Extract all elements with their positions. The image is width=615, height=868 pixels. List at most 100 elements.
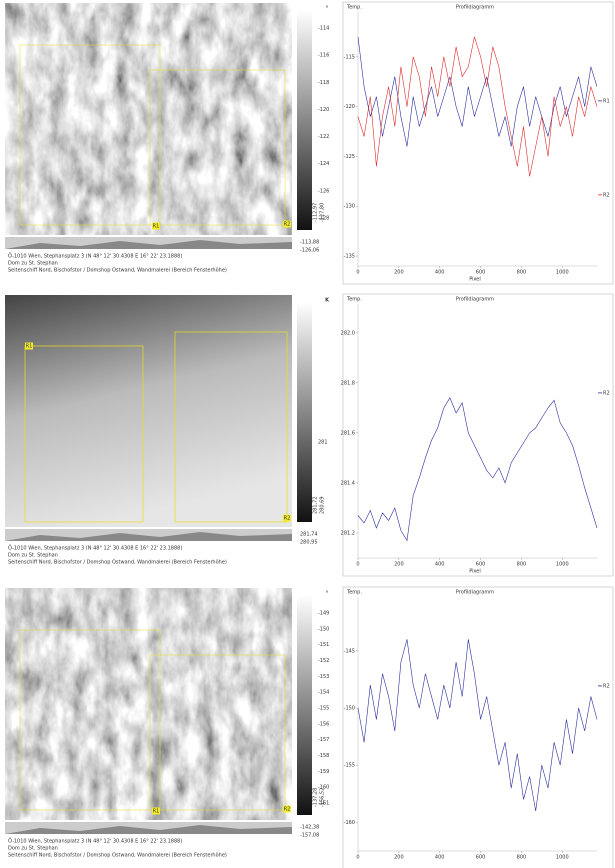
screenshot: R1R2°-114-116-118-120-122-124-126-128-11… (0, 0, 615, 868)
temp-readout: 281,72 (313, 497, 319, 515)
x-tick-label: 1000 (556, 562, 569, 568)
temp-readout: 281,74 (300, 532, 318, 538)
x-tick-label: 600 (476, 562, 486, 568)
caption-line: Ö-1010 Wien, Stephansplatz 3 (N 48° 12' … (8, 253, 182, 260)
marker-label: R1 (153, 809, 160, 815)
x-tick-label: 800 (517, 270, 527, 276)
chart-frame (343, 294, 613, 576)
caption-line: Seitenschiff Nord, Bischofstor / Domshop… (8, 560, 227, 566)
y-tick-label: -145 (344, 648, 355, 654)
colorbar-tick-label: -158 (318, 753, 329, 759)
marker-label: R2 (284, 807, 291, 813)
thermal-image (5, 3, 292, 235)
temp-readout: -142,38 (300, 825, 319, 831)
temp-readout: -126,06 (300, 248, 319, 254)
y-tick-label: -150 (344, 705, 355, 711)
y-tick-label: -130 (344, 204, 355, 210)
colorbar-tick-label: -118 (318, 80, 329, 86)
chart-frame (343, 587, 613, 868)
y-tick-label: 282.0 (341, 330, 355, 336)
y-axis-label: Temp. (346, 5, 362, 11)
caption-line: Dom zu St. Stephan (8, 846, 58, 852)
caption-line: Seitenschiff Nord, Bischofstor / Domshop… (8, 853, 227, 859)
colorbar-tick-label: -120 (318, 107, 329, 113)
temp-readout: -156,52 (320, 788, 326, 807)
colorbar-tick-label: 281 (318, 440, 328, 446)
x-tick-label: 200 (394, 562, 404, 568)
colorbar-tick-label: -149 (318, 611, 329, 617)
colorbar-tick-label: -152 (318, 658, 329, 664)
colorbar-tick-label: -154 (318, 690, 329, 696)
temp-readout: 280,95 (300, 540, 318, 546)
y-axis-label: Temp. (346, 590, 362, 596)
x-tick-label: 600 (476, 855, 486, 861)
colorbar-tick-label: -159 (318, 769, 329, 775)
caption-line: Ö-1010 Wien, Stephansplatz 3 (N 48° 12' … (8, 545, 182, 552)
y-tick-label: -135 (344, 254, 355, 260)
thermal-image (5, 295, 292, 527)
colorbar-tick-label: -151 (318, 642, 329, 648)
x-tick-label: 400 (435, 562, 445, 568)
thermal-image (5, 588, 292, 820)
marker-label: R2 (284, 516, 291, 522)
y-tick-label: -160 (344, 820, 355, 826)
y-tick-label: -125 (344, 154, 355, 160)
chart-frame (343, 2, 613, 284)
x-tick-label: 400 (435, 855, 445, 861)
x-tick-label: 200 (394, 270, 404, 276)
colorbar-tick-label: -153 (318, 674, 329, 680)
x-axis-label: Pixel (469, 277, 481, 283)
temp-readout: -112,97 (313, 203, 319, 222)
marker-label: R2 (284, 222, 291, 228)
y-tick-label: -120 (344, 104, 355, 110)
y-tick-label: 281.2 (341, 530, 355, 536)
x-tick-label: 800 (517, 562, 527, 568)
colorbar (297, 595, 312, 815)
chart-title: Profildiagramm (456, 5, 494, 11)
y-tick-label: 281.4 (341, 480, 355, 486)
legend-label: R1 (603, 98, 610, 104)
x-tick-label: 1000 (556, 855, 569, 861)
temp-readout: -157,08 (300, 833, 319, 839)
chart-title: Profildiagramm (456, 590, 494, 596)
x-tick-label: 1000 (556, 270, 569, 276)
colorbar-unit: ° (326, 591, 329, 597)
x-tick-label: 0 (356, 270, 359, 276)
colorbar (297, 302, 312, 522)
colorbar-unit: ° (326, 6, 329, 12)
x-axis-label: Pixel (469, 569, 481, 575)
x-tick-label: 400 (435, 270, 445, 276)
colorbar-tick-label: -116 (318, 53, 329, 59)
temp-readout: -127,80 (320, 203, 326, 222)
temp-readout: -137,28 (313, 788, 319, 807)
caption-line: Ö-1010 Wien, Stephansplatz 3 (N 48° 12' … (8, 838, 182, 845)
colorbar-tick-label: -122 (318, 134, 329, 140)
colorbar-tick-label: -156 (318, 721, 329, 727)
y-tick-label: -155 (344, 763, 355, 769)
colorbar-tick-label: -155 (318, 706, 329, 712)
y-tick-label: 281.8 (341, 380, 355, 386)
legend-label: R2 (603, 390, 610, 396)
y-axis-label: Temp. (346, 297, 362, 303)
temp-readout: 280,69 (320, 497, 326, 515)
x-tick-label: 0 (356, 562, 359, 568)
colorbar-tick-label: -150 (318, 626, 329, 632)
colorbar-tick-label: -114 (318, 26, 329, 32)
colorbar-unit: K (325, 298, 330, 304)
legend-label: R2 (603, 192, 610, 198)
chart-title: Profildiagramm (456, 297, 494, 303)
x-tick-label: 200 (394, 855, 404, 861)
y-tick-label: 281.6 (341, 430, 355, 436)
y-tick-label: -115 (344, 54, 355, 60)
caption-line: Dom zu St. Stephan (8, 261, 58, 267)
x-tick-label: 0 (356, 855, 359, 861)
x-tick-label: 800 (517, 855, 527, 861)
colorbar-tick-label: -124 (318, 161, 329, 167)
temp-readout: -113,88 (300, 240, 319, 246)
marker-label: R1 (153, 224, 160, 230)
legend-label: R2 (603, 683, 610, 689)
marker-label: R1 (26, 344, 33, 350)
colorbar-tick-label: -126 (318, 188, 329, 194)
x-tick-label: 600 (476, 270, 486, 276)
caption-line: Seitenschiff Nord, Bischofstor / Domshop… (8, 268, 227, 274)
